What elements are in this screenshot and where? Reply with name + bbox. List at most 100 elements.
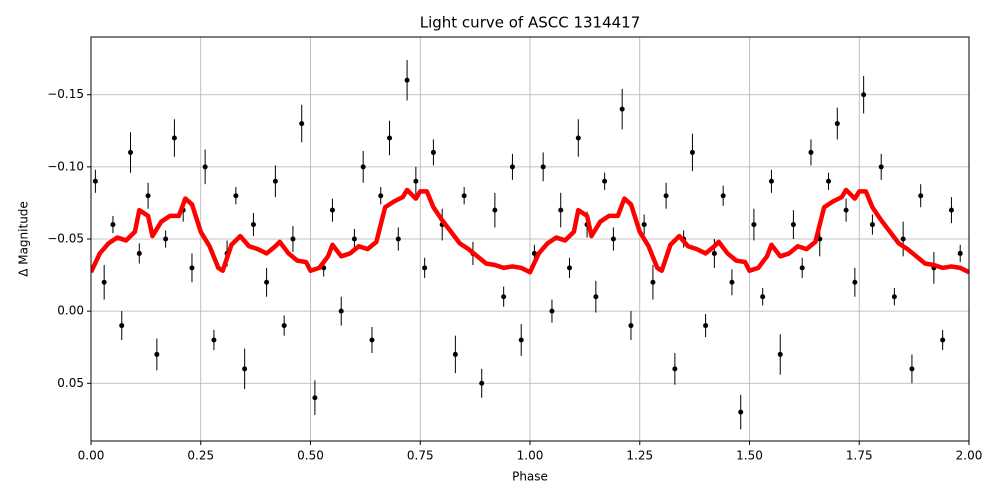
data-point <box>751 222 757 228</box>
data-point <box>852 279 858 285</box>
x-tick-label: 0.00 <box>78 449 105 463</box>
data-point <box>689 149 695 155</box>
data-point <box>461 193 467 199</box>
data-point <box>233 193 239 199</box>
data-point <box>593 294 599 300</box>
data-point <box>163 236 169 242</box>
data-point <box>531 250 537 256</box>
x-tick-label: 0.25 <box>187 449 214 463</box>
data-point <box>729 279 735 285</box>
data-point <box>154 351 160 357</box>
data-point <box>211 337 217 343</box>
data-point <box>869 222 875 228</box>
data-point <box>202 164 208 170</box>
data-point <box>790 222 796 228</box>
data-point <box>738 409 744 415</box>
data-point <box>703 323 709 329</box>
data-point <box>518 337 524 343</box>
x-tick-label: 0.50 <box>297 449 324 463</box>
data-point <box>387 135 393 141</box>
x-tick-label: 2.00 <box>956 449 983 463</box>
data-point <box>940 337 946 343</box>
x-axis-label: Phase <box>512 470 548 484</box>
data-point <box>672 366 678 372</box>
data-point <box>826 178 832 184</box>
data-point <box>799 265 805 271</box>
data-point <box>312 395 318 401</box>
data-point <box>422 265 428 271</box>
data-point <box>641 222 647 228</box>
data-point <box>808 149 814 155</box>
data-point <box>760 294 766 300</box>
data-point <box>878 164 884 170</box>
data-point <box>501 294 507 300</box>
data-point <box>338 308 344 314</box>
x-tick-label: 1.00 <box>517 449 544 463</box>
data-point <box>395 236 401 242</box>
x-tick-label: 1.50 <box>736 449 763 463</box>
data-point <box>360 164 366 170</box>
data-point <box>329 207 335 213</box>
data-point <box>250 222 256 228</box>
data-point <box>479 380 485 386</box>
data-point <box>957 250 963 256</box>
y-tick-label: −0.15 <box>47 87 84 101</box>
data-point <box>242 366 248 372</box>
data-point <box>299 121 305 127</box>
data-point <box>128 149 134 155</box>
x-tick-label: 1.25 <box>626 449 653 463</box>
data-point <box>650 279 656 285</box>
data-point <box>404 77 410 83</box>
data-point <box>509 164 515 170</box>
trend-line <box>91 187 969 275</box>
data-point <box>909 366 915 372</box>
data-point <box>549 308 555 314</box>
data-point <box>861 92 867 98</box>
data-point <box>843 207 849 213</box>
data-point <box>558 207 564 213</box>
data-point <box>720 193 726 199</box>
data-point <box>540 164 546 170</box>
data-point <box>264 279 270 285</box>
data-point <box>272 178 278 184</box>
data-point <box>290 236 296 242</box>
data-point <box>918 193 924 199</box>
y-tick-label: 0.05 <box>57 376 84 390</box>
data-point <box>492 207 498 213</box>
x-tick-label: 0.75 <box>407 449 434 463</box>
data-point <box>567 265 573 271</box>
grid <box>90 37 970 441</box>
data-point <box>628 323 634 329</box>
data-point <box>834 121 840 127</box>
data-point <box>663 193 669 199</box>
data-point <box>452 351 458 357</box>
data-point <box>119 323 125 329</box>
data-point <box>378 193 384 199</box>
data-point <box>413 178 419 184</box>
data-point <box>777 351 783 357</box>
data-point <box>369 337 375 343</box>
data-point <box>136 250 142 256</box>
data-point <box>101 279 107 285</box>
data-point <box>891 294 897 300</box>
data-point <box>619 106 625 112</box>
data-point <box>92 178 98 184</box>
plot-area <box>91 60 969 430</box>
data-point <box>575 135 581 141</box>
data-point <box>110 222 116 228</box>
data-point <box>610 236 616 242</box>
data-point <box>351 236 357 242</box>
y-tick-label: −0.10 <box>47 159 84 173</box>
data-point <box>768 178 774 184</box>
data-point <box>145 193 151 199</box>
data-point <box>900 236 906 242</box>
data-point <box>602 178 608 184</box>
data-point <box>171 135 177 141</box>
data-point <box>281 323 287 329</box>
y-tick-label: 0.00 <box>57 304 84 318</box>
x-tick-label: 1.75 <box>846 449 873 463</box>
chart-title: Light curve of ASCC 1314417 <box>420 14 641 32</box>
data-point <box>711 250 717 256</box>
